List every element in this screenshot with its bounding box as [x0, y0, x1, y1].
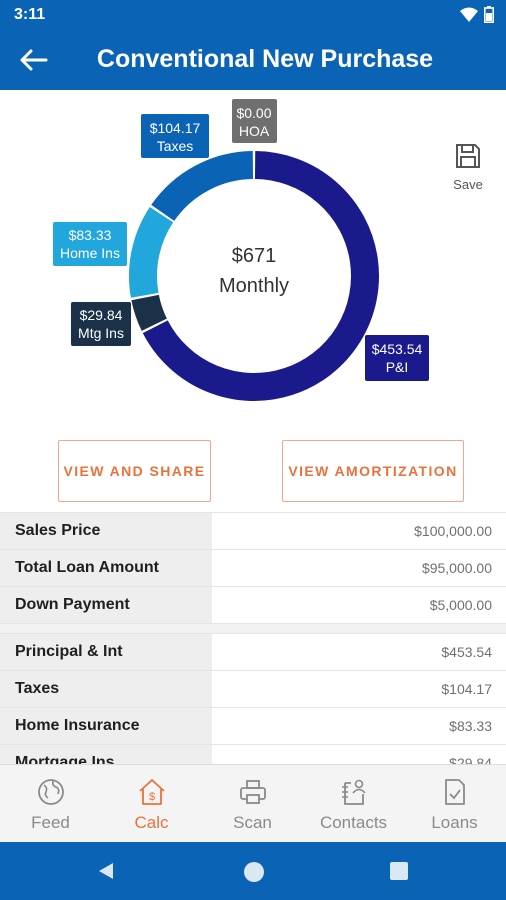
- bottom-nav: Feed $ Calc Scan Contacts Loans: [0, 764, 506, 842]
- table-row: Taxes $104.17: [0, 671, 506, 708]
- svg-text:$453.54: $453.54: [372, 341, 423, 357]
- section-divider: [0, 624, 506, 633]
- save-label: Save: [453, 177, 483, 192]
- chart-center-period: Monthly: [219, 275, 289, 297]
- system-nav-bar: [0, 842, 506, 900]
- row-label-total-loan-amount: Total Loan Amount: [0, 550, 212, 586]
- status-time: 3:11: [14, 6, 46, 23]
- label-mtg-ins: $29.84 Mtg Ins: [71, 302, 131, 346]
- save-button[interactable]: Save: [446, 142, 490, 192]
- svg-text:$: $: [148, 791, 154, 803]
- house-dollar-icon: $: [138, 779, 165, 805]
- row-value-taxes: $104.17: [441, 681, 492, 697]
- svg-text:Taxes: Taxes: [157, 138, 194, 154]
- svg-text:$29.84: $29.84: [80, 307, 123, 323]
- row-label-principal-int: Principal & Int: [0, 634, 212, 670]
- view-amortization-button[interactable]: VIEW AMORTIZATION: [282, 440, 464, 502]
- donut-segment-pi: [142, 151, 379, 401]
- table-row: Sales Price $100,000.00: [0, 513, 506, 550]
- donut-chart: $671 Monthly $104.17 Taxes $0.00 HOA $83…: [53, 99, 429, 401]
- svg-text:P&I: P&I: [386, 359, 409, 375]
- svg-text:Mtg Ins: Mtg Ins: [78, 325, 124, 341]
- row-value-total-loan-amount: $95,000.00: [421, 560, 492, 576]
- status-bar: 3:11: [0, 0, 506, 30]
- nav-label-calc: Calc: [134, 813, 169, 832]
- arrow-left-icon: [20, 49, 48, 71]
- document-check-icon: [444, 779, 465, 805]
- nav-item-scan[interactable]: Scan: [202, 765, 303, 843]
- system-home-icon[interactable]: [242, 860, 266, 884]
- label-taxes: $104.17 Taxes: [141, 114, 209, 158]
- table-row: Total Loan Amount $95,000.00: [0, 550, 506, 587]
- app-bar: Conventional New Purchase: [0, 30, 506, 90]
- back-button[interactable]: [18, 46, 50, 74]
- page-title: Conventional New Purchase: [96, 45, 434, 73]
- floppy-disk-icon: [456, 144, 480, 168]
- nav-item-contacts[interactable]: Contacts: [303, 765, 404, 843]
- donut-segment-taxes: [151, 151, 254, 222]
- globe-icon: [37, 779, 64, 805]
- status-icons: [460, 6, 494, 23]
- nav-item-calc[interactable]: $ Calc: [101, 765, 202, 843]
- nav-label-loans: Loans: [431, 813, 478, 832]
- label-hoa: $0.00 HOA: [232, 99, 277, 143]
- row-label-sales-price: Sales Price: [0, 513, 212, 549]
- row-value-principal-int: $453.54: [441, 644, 492, 660]
- payment-details-table: Principal & Int $453.54 Taxes $104.17 Ho…: [0, 633, 506, 782]
- nav-label-contacts: Contacts: [319, 813, 388, 832]
- donut-segment-home_ins: [129, 206, 174, 298]
- table-row: Principal & Int $453.54: [0, 634, 506, 671]
- nav-item-loans[interactable]: Loans: [404, 765, 505, 843]
- svg-text:$104.17: $104.17: [150, 120, 201, 136]
- row-label-home-insurance: Home Insurance: [0, 708, 212, 744]
- nav-label-feed: Feed: [31, 813, 70, 832]
- loan-details-table: Sales Price $100,000.00 Total Loan Amoun…: [0, 512, 506, 624]
- nav-item-feed[interactable]: Feed: [0, 765, 101, 843]
- svg-text:$0.00: $0.00: [236, 105, 271, 121]
- row-label-taxes: Taxes: [0, 671, 212, 707]
- nav-label-scan: Scan: [233, 813, 272, 832]
- action-row: VIEW AND SHARE VIEW AMORTIZATION: [0, 440, 506, 502]
- wifi-icon: [460, 7, 478, 22]
- donut-segment-mtg_ins: [131, 294, 168, 331]
- chart-center-amount: $671: [232, 245, 277, 267]
- svg-text:$83.33: $83.33: [69, 227, 112, 243]
- contacts-icon: [341, 779, 366, 805]
- system-back-icon[interactable]: [96, 861, 116, 881]
- row-value-down-payment: $5,000.00: [429, 597, 492, 613]
- payment-breakdown-chart: $671 Monthly $104.17 Taxes $0.00 HOA $83…: [0, 90, 506, 435]
- svg-text:Home Ins: Home Ins: [60, 245, 120, 261]
- svg-text:HOA: HOA: [239, 123, 270, 139]
- printer-icon: [239, 780, 266, 804]
- row-label-down-payment: Down Payment: [0, 587, 212, 623]
- table-row: Home Insurance $83.33: [0, 708, 506, 745]
- label-pi: $453.54 P&I: [365, 335, 429, 381]
- system-recents-icon[interactable]: [390, 862, 408, 880]
- view-and-share-button[interactable]: VIEW AND SHARE: [58, 440, 211, 502]
- row-value-home-insurance: $83.33: [449, 718, 492, 734]
- table-row: Down Payment $5,000.00: [0, 587, 506, 624]
- label-home-ins: $83.33 Home Ins: [53, 222, 127, 266]
- row-value-sales-price: $100,000.00: [414, 523, 492, 539]
- battery-icon: [484, 6, 494, 23]
